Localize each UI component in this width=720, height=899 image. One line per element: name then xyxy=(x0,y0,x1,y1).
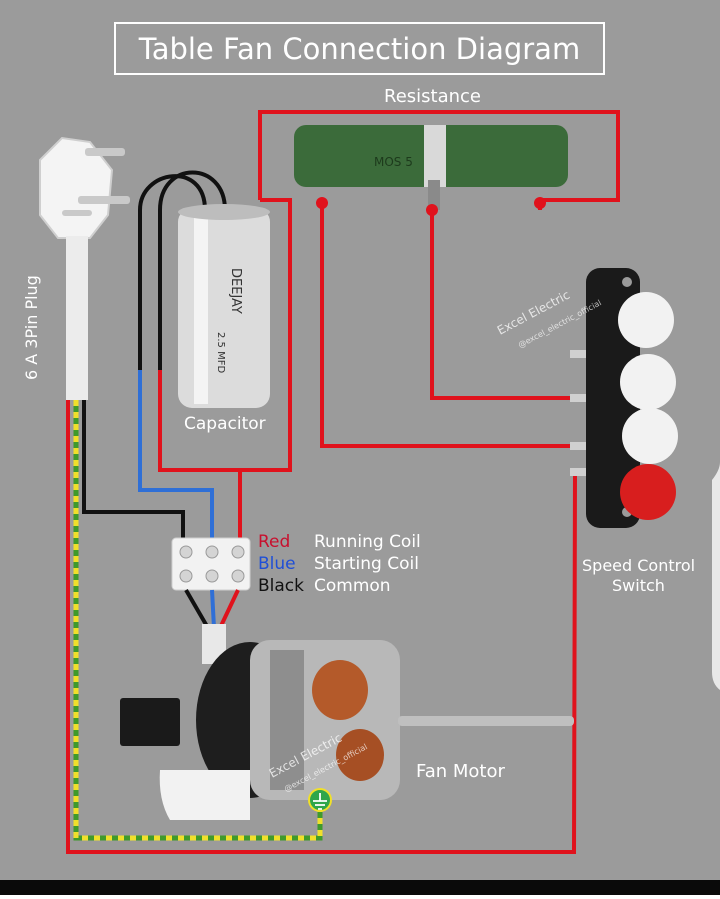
capacitor-lead-2 xyxy=(158,170,227,370)
plug-body xyxy=(39,136,114,239)
legend-meaning-red: Running Coil xyxy=(314,532,421,552)
resistor-marking: MOS 5 xyxy=(374,155,413,169)
plug-cable xyxy=(66,236,88,400)
motor-bracket xyxy=(270,650,304,790)
legend-row-red: Red Running Coil xyxy=(258,532,421,552)
legend-row-black: Black Common xyxy=(258,576,391,596)
capacitor-rating: 2.5 MFD xyxy=(215,332,226,373)
legend-meaning-black: Common xyxy=(314,576,391,596)
plug-pin-mid xyxy=(78,196,130,204)
motor-winding-2 xyxy=(336,729,384,781)
bottom-bar xyxy=(0,880,720,895)
red-lead-capacitor-to-switch xyxy=(238,198,292,540)
earth-wire-stripe xyxy=(73,400,323,841)
resistance-wire-left xyxy=(320,203,575,448)
resistor-terminal-middle xyxy=(426,204,438,216)
motor-winding-1 xyxy=(312,660,368,720)
black-common-wire xyxy=(82,400,185,540)
terminal-screw-4 xyxy=(179,569,193,583)
motor-lead-red xyxy=(218,589,240,629)
capacitor-lead-1 xyxy=(138,174,207,370)
motor-base xyxy=(159,770,250,820)
resistance-loop-top xyxy=(258,110,620,202)
legend-color-red: Red xyxy=(258,532,291,552)
switch-terminal-4 xyxy=(570,468,586,476)
switch-button-3 xyxy=(622,408,678,464)
plug xyxy=(39,136,130,400)
blue-wire xyxy=(138,370,214,540)
terminal-screw-1 xyxy=(179,545,193,559)
legend-row-blue: Blue Starting Coil xyxy=(258,554,419,574)
label-speed-switch-1: Speed Control xyxy=(582,556,696,575)
resistor-tap xyxy=(428,180,440,210)
terminal-block xyxy=(171,537,251,591)
terminal-screw-2 xyxy=(205,545,219,559)
right-edge-tab xyxy=(712,462,720,690)
earth-symbol-icon xyxy=(313,793,327,810)
terminal-screw-6 xyxy=(231,569,245,583)
legend-meaning-blue: Starting Coil xyxy=(314,554,419,574)
plug-pin-low xyxy=(62,210,92,216)
title-box: Table Fan Connection Diagram xyxy=(114,22,605,75)
motor-capacitor-box xyxy=(120,698,180,746)
switch-terminal-2 xyxy=(570,394,586,402)
label-capacitor: Capacitor xyxy=(184,414,266,434)
resistor: MOS 5 xyxy=(294,125,568,216)
resistor-band xyxy=(424,125,446,187)
plug-pin-top xyxy=(85,148,125,156)
legend-color-black: Black xyxy=(258,576,304,596)
resistance-wire-middle xyxy=(430,210,575,400)
diagram-title: Table Fan Connection Diagram xyxy=(138,31,581,66)
legend-color-blue: Blue xyxy=(258,554,296,574)
resistor-terminal-left xyxy=(316,197,328,209)
switch-button-1 xyxy=(618,292,674,348)
main-return-wire xyxy=(66,400,577,854)
switch-terminal-3 xyxy=(570,442,586,450)
switch-button-off xyxy=(620,464,676,520)
terminal-screw-5 xyxy=(205,569,219,583)
switch-terminal-1 xyxy=(570,350,586,358)
fan-motor xyxy=(120,640,574,820)
switch-mount-hole-top xyxy=(622,277,632,287)
label-plug: 6 A 3Pin Plug xyxy=(22,275,41,380)
motor-lead-blue xyxy=(210,589,216,629)
capacitor-cap xyxy=(178,204,270,220)
label-fan-motor: Fan Motor xyxy=(416,761,505,782)
capacitor-brand: DEEJAY xyxy=(228,268,243,314)
motor-lead-black xyxy=(184,588,210,630)
motor-shaft xyxy=(398,716,574,726)
terminal-screw-3 xyxy=(231,545,245,559)
capacitor-red-wire xyxy=(158,370,240,472)
capacitor-shine xyxy=(194,212,208,404)
label-speed-switch-2: Switch xyxy=(612,576,665,595)
label-resistance: Resistance xyxy=(384,86,481,107)
capacitor: DEEJAY 2.5 MFD xyxy=(178,204,270,408)
switch-button-2 xyxy=(620,354,676,410)
speed-control-switch xyxy=(570,268,678,528)
capacitor-body xyxy=(178,208,270,408)
